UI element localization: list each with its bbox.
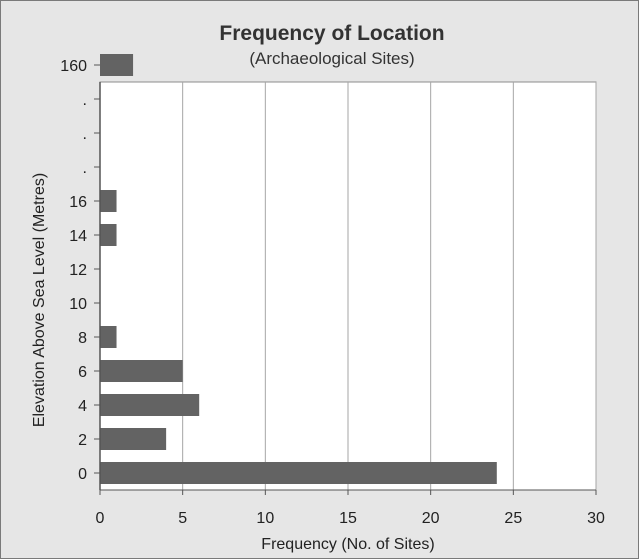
x-tick-labels: 0 5 10 15 20 25 30	[96, 490, 605, 527]
x-tick-label: 20	[422, 510, 440, 527]
x-tick-label: 25	[504, 510, 522, 527]
bar-elevation-160	[100, 54, 134, 76]
chart-title: Frequency of Location	[219, 22, 444, 45]
y-tick-label: 8	[78, 330, 87, 347]
x-tick-label: 0	[96, 510, 105, 527]
bar-elevation-2	[100, 428, 167, 450]
y-tick-label: 6	[78, 364, 87, 381]
bar-elevation-16	[100, 190, 117, 212]
bar-elevation-4	[100, 394, 200, 416]
chart-subtitle: (Archaeological Sites)	[249, 49, 414, 68]
bars	[100, 54, 497, 484]
y-tick-label: .	[83, 160, 87, 177]
bar-elevation-8	[100, 326, 117, 348]
y-tick-label: .	[83, 92, 87, 109]
y-axis-label: Elevation Above Sea Level (Metres)	[31, 173, 48, 427]
y-tick-label: 12	[69, 262, 87, 279]
bar-elevation-6	[100, 360, 183, 382]
x-tick-label: 15	[339, 510, 357, 527]
y-tick-label: .	[83, 126, 87, 143]
x-tick-label: 10	[256, 510, 274, 527]
y-tick-label: 16	[69, 194, 87, 211]
x-axis-label: Frequency (No. of Sites)	[261, 536, 434, 553]
y-tick-label: 10	[69, 296, 87, 313]
x-tick-label: 30	[587, 510, 605, 527]
y-tick-label: 0	[78, 466, 87, 483]
y-tick-label: 4	[78, 398, 87, 415]
gridlines	[182, 82, 597, 490]
y-tick-labels: 0 2 4 6 8 10 12 14 16... 160	[60, 58, 100, 483]
y-tick-label: 14	[69, 228, 87, 245]
bar-elevation-14	[100, 224, 117, 246]
y-tick-label: 2	[78, 432, 87, 449]
bar-elevation-0	[100, 462, 497, 484]
y-tick-label: 160	[60, 58, 87, 75]
x-tick-label: 5	[178, 510, 187, 527]
